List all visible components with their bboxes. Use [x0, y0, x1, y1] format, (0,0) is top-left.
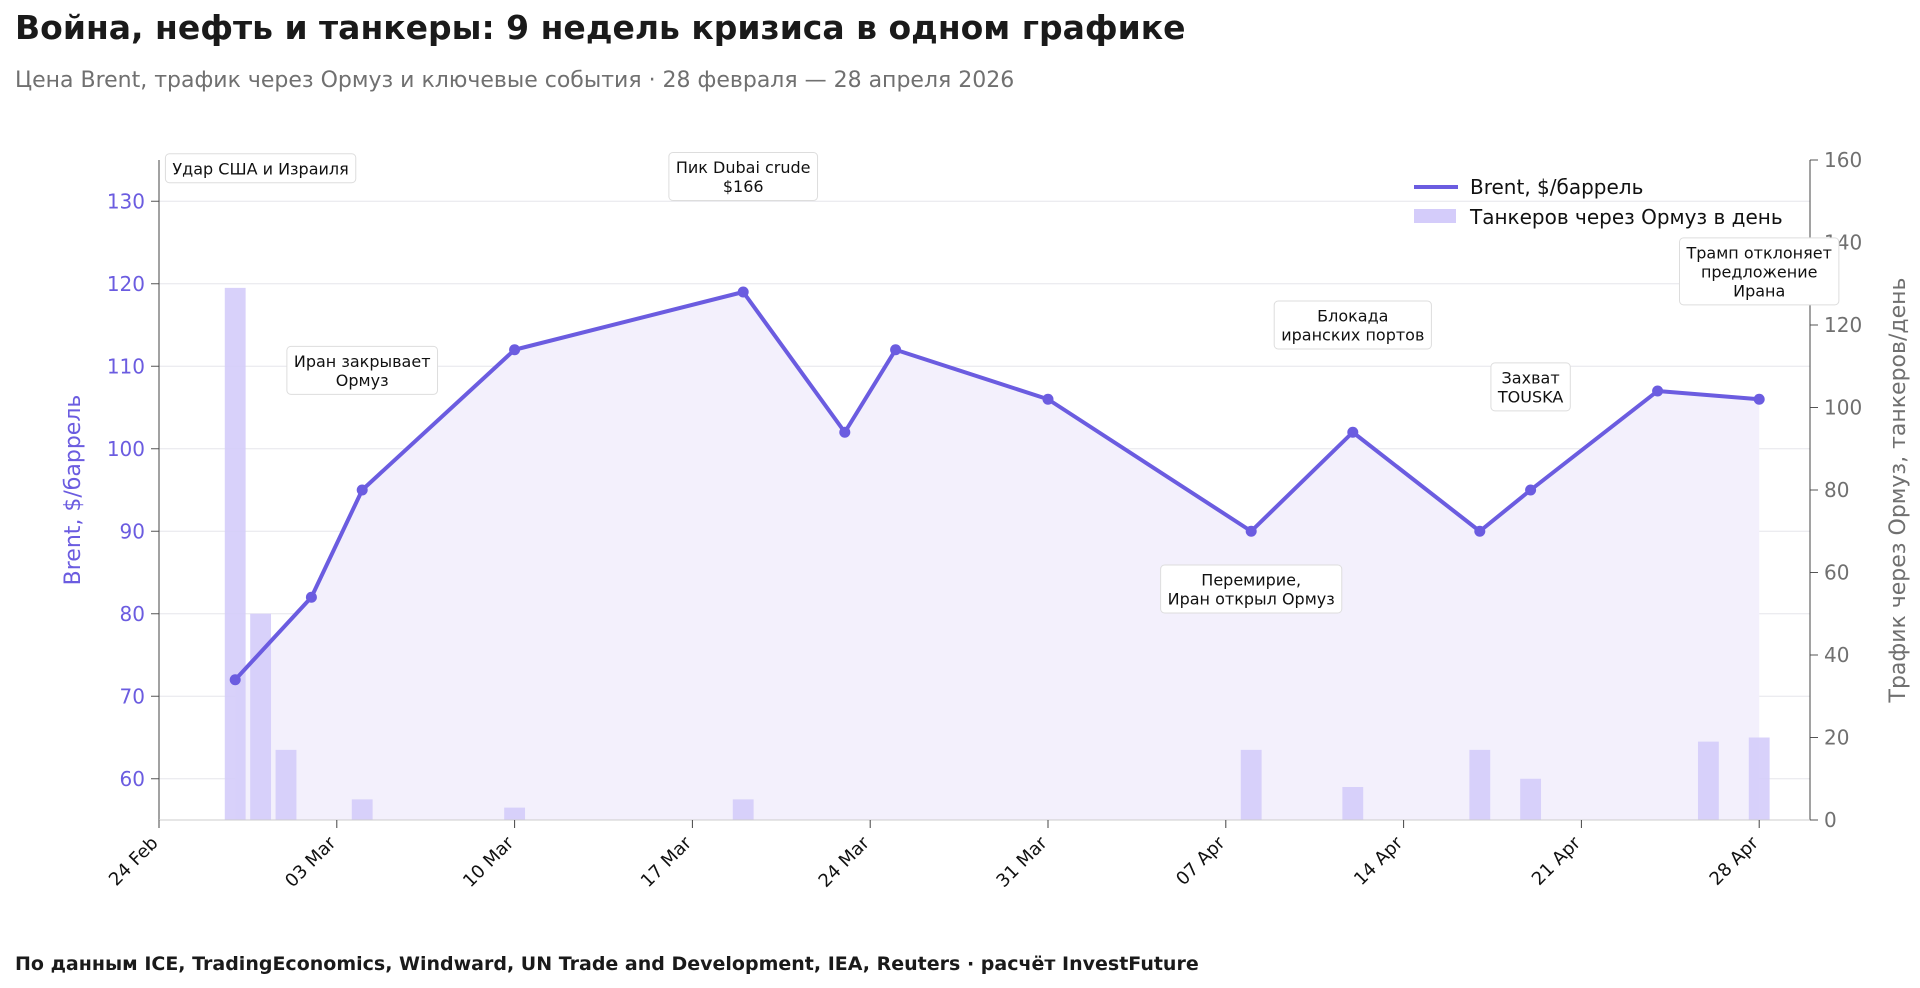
brent-point: [1753, 393, 1765, 405]
right-tick-label: 20: [1824, 726, 1849, 750]
x-tick-label: 21 Apr: [1528, 832, 1586, 890]
annotation-text: предложение: [1701, 262, 1818, 281]
left-tick-label: 80: [120, 602, 145, 626]
brent-point: [356, 484, 368, 496]
page-subtitle: Цена Brent, трафик через Ормуз и ключевы…: [15, 68, 1015, 93]
right-tick-label: 80: [1824, 478, 1849, 502]
tanker-bar: [504, 807, 526, 820]
tanker-bar: [732, 799, 754, 820]
tanker-bar: [1342, 787, 1364, 820]
annotation-box: [1273, 300, 1432, 350]
annotation-text: Перемирие,: [1201, 571, 1301, 590]
annotation-text: Блокада: [1317, 307, 1388, 326]
brent-point: [1525, 484, 1537, 496]
left-tick-label: 120: [107, 272, 145, 296]
brent-point: [509, 344, 521, 356]
tanker-bar: [351, 799, 373, 820]
x-tick-label: 14 Apr: [1350, 832, 1408, 890]
tanker-bar: [1520, 778, 1542, 820]
annotation-box: [1490, 362, 1571, 412]
annotation-layer: Удар США и Израиля Пик Dubai crude$166 Ира…: [164, 152, 1840, 614]
legend-brent-label: Brent, $/баррель: [1470, 175, 1643, 199]
annotation-text: Захват: [1502, 368, 1560, 387]
brent-line-layer: [229, 286, 1765, 686]
brent-point: [1652, 385, 1664, 397]
annotation-text: Пик Dubai crude: [676, 158, 811, 177]
annotation-text: Удар США и Израиля: [172, 159, 348, 178]
brent-point: [737, 286, 749, 298]
brent-line: [233, 290, 1760, 682]
event-annotation: Перемирие,Иран открыл Ормуз: [1160, 564, 1343, 614]
tanker-bar: [224, 287, 246, 820]
left-tick-label: 130: [107, 189, 145, 213]
x-tick-label: 28 Apr: [1706, 832, 1764, 890]
x-tick-label: 10 Mar: [459, 832, 519, 892]
brent-point: [839, 426, 851, 438]
annotation-text: $166: [723, 177, 764, 196]
annotation-text: Иран открыл Ормуз: [1168, 590, 1335, 609]
brent-point: [229, 674, 241, 686]
tanker-bar: [1697, 741, 1719, 820]
tanker-bar: [1240, 749, 1262, 820]
annotation-box: [1679, 237, 1840, 306]
legend-tanker-swatch: [1414, 209, 1456, 223]
tanker-bar: [275, 749, 297, 820]
brent-point: [1474, 525, 1486, 537]
brent-area-fill: [235, 292, 1760, 820]
brent-area-layer: [235, 292, 1760, 820]
right-tick-label: 0: [1824, 808, 1837, 832]
left-tick-label: 90: [120, 519, 145, 543]
page-title: Война, нефть и танкеры: 9 недель кризиса…: [15, 8, 1186, 47]
left-tick-label: 100: [107, 437, 145, 461]
right-tick-label: 60: [1824, 561, 1849, 585]
brent-point: [1042, 393, 1054, 405]
brent-point: [1245, 525, 1257, 537]
annotation-box: [1160, 564, 1343, 614]
legend-tanker-label: Танкеров через Ормуз в день: [1469, 205, 1783, 229]
left-tick-label: 70: [120, 684, 145, 708]
event-annotation: Удар США и Израиля: [164, 153, 357, 184]
brent-point: [890, 344, 902, 356]
left-tick-label: 60: [120, 767, 145, 791]
tanker-bar: [250, 613, 272, 820]
annotation-text: TOUSKA: [1497, 387, 1563, 406]
right-tick-label: 100: [1824, 396, 1862, 420]
right-tick-label: 40: [1824, 643, 1849, 667]
annotation-text: Ирана: [1733, 281, 1785, 300]
tanker-bar: [1469, 749, 1491, 820]
x-tick-label: 24 Mar: [815, 832, 875, 892]
brent-point: [305, 591, 317, 603]
annotation-box: [668, 152, 819, 201]
annotation-text: Ормуз: [336, 371, 389, 390]
x-tick-label: 24 Feb: [105, 833, 163, 891]
left-tick-label: 110: [107, 354, 145, 378]
right-tick-label: 120: [1824, 313, 1862, 337]
tanker-bar: [1748, 737, 1770, 820]
brent-point: [1347, 426, 1359, 438]
annotation-text: Иран закрывает: [294, 352, 431, 371]
left-axis-label: Brent, $/баррель: [61, 395, 86, 586]
event-annotation: Пик Dubai crude$166: [668, 152, 819, 201]
tanker-bar-layer: [224, 287, 1770, 820]
x-tick-label: 03 Mar: [281, 832, 341, 892]
annotation-box: [286, 345, 439, 395]
annotation-text: иранских портов: [1281, 326, 1424, 345]
x-tick-label: 31 Mar: [992, 832, 1052, 892]
annotation-box: [164, 153, 357, 184]
x-tick-label: 17 Mar: [637, 832, 697, 892]
x-tick-label: 07 Apr: [1172, 832, 1230, 890]
legend: Brent, $/баррель Танкеров через Ормуз в …: [1414, 175, 1783, 229]
annotation-text: Трамп отклоняет: [1686, 243, 1832, 262]
source-footnote: По данным ICE, TradingEconomics, Windwar…: [15, 953, 1199, 975]
right-tick-label: 160: [1824, 148, 1862, 172]
right-axis-label: Трафик через Ормуз, танкеров/день: [1886, 278, 1911, 704]
